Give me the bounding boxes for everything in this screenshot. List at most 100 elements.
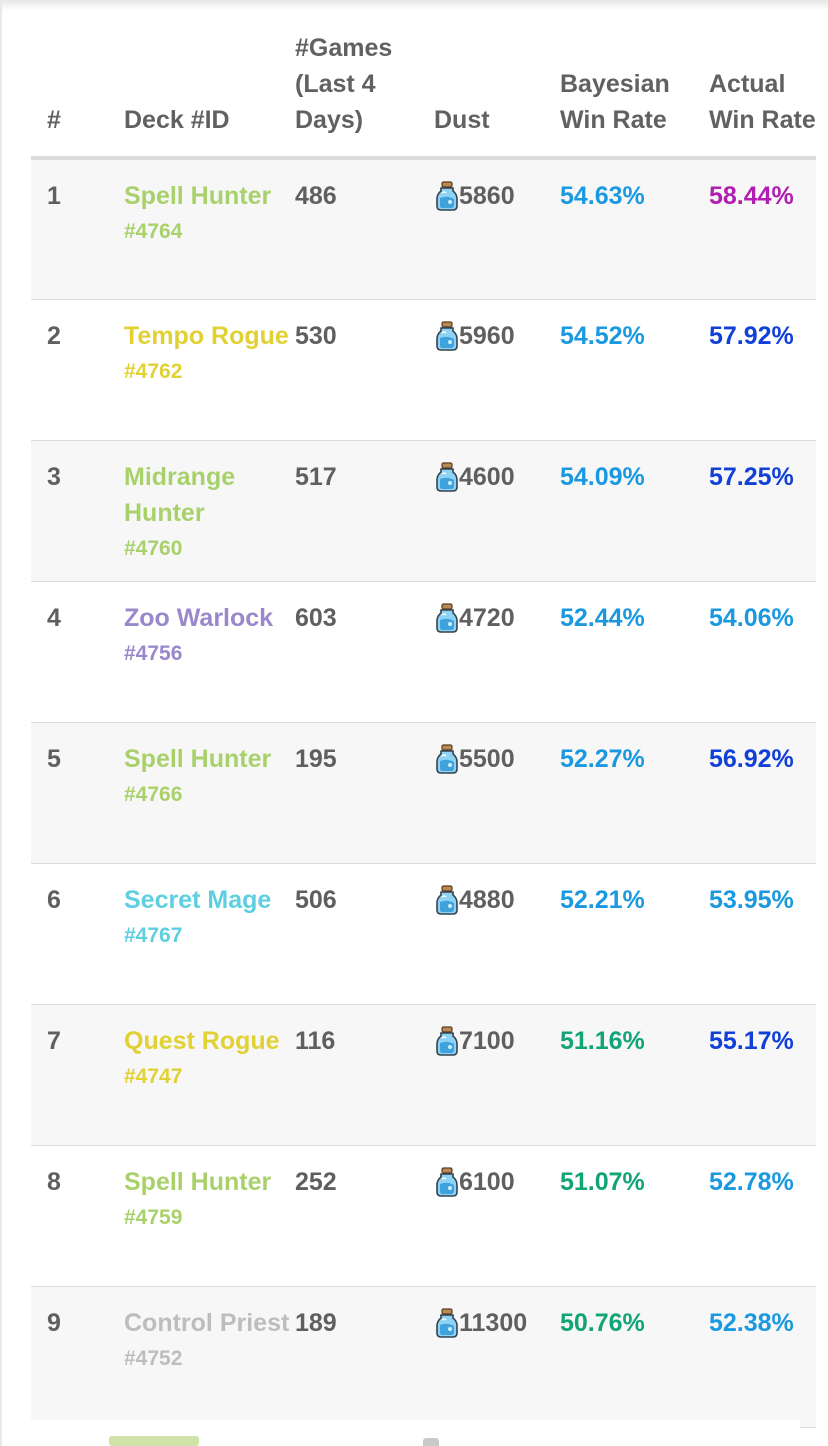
games-cell: 116 [295,1004,434,1146]
games-cell: 252 [295,1145,434,1287]
table-row[interactable]: 8 Spell Hunter #4759 252 6100 51.07% 52.… [31,1145,816,1287]
table-row[interactable]: 7 Quest Rogue #4747 116 7100 51.16% 55.1… [31,1004,816,1146]
dust-value-wrap: 7100 [436,1023,515,1059]
deck-cell[interactable]: Zoo Warlock #4756 [124,581,295,723]
actual-win-rate-cell: 55.17% [709,1004,816,1146]
dust-cell: 5500 [434,722,560,864]
deck-cell[interactable]: Quest Rogue #4747 [124,1004,295,1146]
table-body: 1 Spell Hunter #4764 486 5860 54.63% 58.… [31,158,816,1428]
deck-name-link[interactable]: Zoo Warlock [124,603,274,632]
deck-cell[interactable]: Control Priest #4752 [124,1286,295,1428]
table-row[interactable]: 1 Spell Hunter #4764 486 5860 54.63% 58.… [31,158,816,300]
deck-cell[interactable]: Secret Mage #4767 [124,863,295,1005]
header-row: # Deck #ID #Games (Last 4 Days) Dust Bay… [31,0,816,160]
table-row[interactable]: 3 Midrange Hunter #4760 517 4600 54.09% … [31,440,816,582]
table-header: # Deck #ID #Games (Last 4 Days) Dust Bay… [31,0,816,160]
deck-id: #4756 [124,641,183,665]
dust-value: 4600 [459,462,515,491]
dust-vial-icon [436,1166,458,1197]
deck-cell[interactable]: Midrange Hunter #4760 [124,440,295,582]
deck-cell[interactable]: Spell Hunter #4764 [124,158,295,300]
deck-name-link[interactable]: Spell Hunter [124,744,272,773]
deck-id: #4764 [124,220,183,243]
table-row[interactable]: 2 Tempo Rogue #4762 530 5960 54.52% 57.9… [31,299,816,441]
games-cell: 486 [295,158,434,300]
dust-cell: 7100 [434,1004,560,1146]
dust-vial-icon [436,181,458,211]
rank-cell: 3 [31,440,124,582]
dust-value-wrap: 11300 [436,1305,527,1341]
bayesian-win-rate-cell: 52.21% [560,863,709,1005]
table-row[interactable]: 9 Control Priest #4752 189 11300 50.76% … [31,1286,816,1428]
dust-value-wrap: 5500 [436,741,515,777]
games-cell: 530 [295,299,434,441]
dust-vial-icon [436,884,458,915]
deck-name-link[interactable]: Midrange Hunter [124,462,236,527]
deck-id: #4766 [124,782,183,806]
header-games[interactable]: #Games (Last 4 Days) [295,0,434,160]
dust-value-wrap: 4600 [436,459,515,495]
bayesian-win-rate-cell: 51.07% [560,1145,709,1287]
dust-vial-icon [436,461,458,492]
actual-win-rate-cell: 57.92% [709,299,816,441]
partial-deck-name [109,1436,199,1446]
deck-id: #4762 [124,359,183,383]
dust-value-wrap: 4880 [436,882,515,918]
rank-cell: 8 [31,1145,124,1287]
dust-value-wrap: 4720 [436,600,515,636]
rank-cell: 7 [31,1004,124,1146]
dust-vial-icon [436,743,458,774]
deck-cell[interactable]: Spell Hunter #4766 [124,722,295,864]
dust-cell: 4720 [434,581,560,723]
dust-cell: 5960 [434,299,560,441]
table-row[interactable]: 6 Secret Mage #4767 506 4880 52.21% 53.9… [31,863,816,1005]
games-cell: 517 [295,440,434,582]
bayesian-win-rate-cell: 51.16% [560,1004,709,1146]
dust-value: 5860 [459,182,515,210]
header-dust[interactable]: Dust [434,0,560,160]
rank-cell: 4 [31,581,124,723]
deck-name-link[interactable]: Tempo Rogue [124,321,289,350]
rank-cell: 9 [31,1286,124,1428]
games-cell: 603 [295,581,434,723]
table-row[interactable]: 4 Zoo Warlock #4756 603 4720 52.44% 54.0… [31,581,816,723]
dust-cell: 4600 [434,440,560,582]
bayesian-win-rate-cell: 54.52% [560,299,709,441]
deck-id: #4752 [124,1346,183,1370]
bayesian-win-rate-cell: 52.27% [560,722,709,864]
dust-value: 6100 [459,1167,515,1196]
partial-dust-icon [423,1438,439,1446]
actual-win-rate-cell: 58.44% [709,158,816,300]
header-deck-id[interactable]: Deck #ID [124,0,295,160]
deck-name-link[interactable]: Control Priest [124,1308,290,1337]
table-row[interactable]: 5 Spell Hunter #4766 195 5500 52.27% 56.… [31,722,816,864]
left-edge [0,0,2,1446]
bayesian-win-rate-cell: 54.09% [560,440,709,582]
deck-name-link[interactable]: Spell Hunter [124,182,272,210]
header-rank[interactable]: # [31,0,124,160]
deck-cell[interactable]: Tempo Rogue #4762 [124,299,295,441]
actual-win-rate-cell: 52.38% [709,1286,816,1428]
dust-value: 5960 [459,321,515,350]
actual-win-rate-cell: 56.92% [709,722,816,864]
dust-value-wrap: 5860 [436,178,515,214]
deck-name-link[interactable]: Spell Hunter [124,1167,272,1196]
header-actual-win-rate[interactable]: Actual Win Rate [709,0,816,160]
dust-value: 4880 [459,885,515,914]
rank-cell: 5 [31,722,124,864]
deck-id: #4759 [124,1205,183,1229]
deck-cell[interactable]: Spell Hunter #4759 [124,1145,295,1287]
bayesian-win-rate-cell: 52.44% [560,581,709,723]
actual-win-rate-cell: 53.95% [709,863,816,1005]
deck-name-link[interactable]: Quest Rogue [124,1026,280,1055]
dust-value-wrap: 6100 [436,1164,515,1200]
header-bayesian-win-rate[interactable]: Bayesian Win Rate [560,0,709,160]
dust-vial-icon [436,320,458,351]
dust-value: 4720 [459,603,515,632]
deck-name-link[interactable]: Secret Mage [124,885,272,914]
dust-cell: 11300 [434,1286,560,1428]
games-cell: 506 [295,863,434,1005]
dust-vial-icon [436,602,458,633]
partial-next-row [31,1420,800,1446]
